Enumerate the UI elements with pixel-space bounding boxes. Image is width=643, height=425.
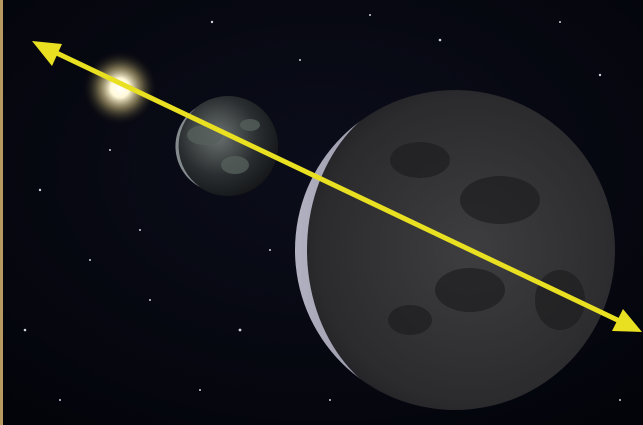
space-scene [0,0,643,425]
sun [82,50,158,126]
left-border [0,0,3,425]
